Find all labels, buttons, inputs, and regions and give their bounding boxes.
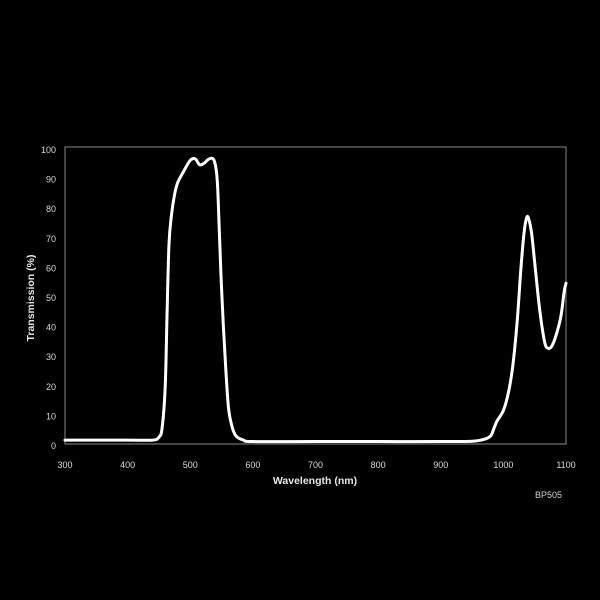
y-tick-label: 70	[46, 234, 56, 244]
y-tick-label: 40	[46, 323, 56, 333]
x-tick-label: 500	[183, 460, 198, 470]
y-tick-label: 90	[46, 175, 56, 185]
y-tick-label: 30	[46, 352, 56, 362]
x-tick-label: 1000	[493, 460, 513, 470]
plot-frame	[64, 146, 567, 445]
series-line	[63, 156, 568, 444]
x-tick-label: 900	[433, 460, 448, 470]
y-tick-label: 60	[46, 263, 56, 273]
y-tick-label: 50	[46, 293, 56, 303]
y-axis-label: Transmission (%)	[25, 255, 37, 342]
y-tick-label: 0	[51, 441, 56, 451]
x-tick-label: 300	[57, 460, 72, 470]
filter-label: BP505	[535, 490, 562, 500]
y-tick-label: 20	[46, 382, 56, 392]
x-tick-label: 600	[245, 460, 260, 470]
x-tick-label: 1100	[556, 460, 575, 470]
x-tick-label: 700	[308, 460, 323, 470]
x-axis-label: Wavelength (nm)	[273, 475, 357, 487]
x-tick-label: 400	[120, 460, 135, 470]
y-tick-label: 80	[46, 204, 56, 214]
y-tick-label: 10	[46, 411, 56, 421]
y-tick-label: 100	[41, 145, 56, 155]
x-tick-label: 800	[371, 460, 386, 470]
